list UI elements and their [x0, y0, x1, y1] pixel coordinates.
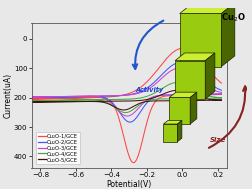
Cu₂O-4/GCE: [220, 97, 223, 99]
Cu₂O-1/GCE: [55, 97, 58, 100]
Cu₂O-4/GCE: [91, 99, 94, 101]
Cu₂O-2/GCE: [48, 96, 51, 98]
Cu₂O-5/GCE: [220, 99, 223, 101]
Cu₂O-1/GCE: [132, 162, 135, 164]
Cu₂O-3/GCE: [126, 115, 129, 117]
Cu₂O-2/GCE: [40, 96, 43, 99]
Cu₂O-2/GCE: [179, 61, 182, 64]
Cu₂O-4/GCE: [48, 99, 51, 101]
Cu₂O-5/GCE: [40, 101, 43, 103]
Cu₂O-3/GCE: [220, 93, 223, 95]
Line: Cu₂O-1/GCE: Cu₂O-1/GCE: [32, 48, 222, 163]
Cu₂O-3/GCE: [177, 67, 180, 69]
Cu₂O-3/GCE: [91, 95, 94, 97]
Polygon shape: [169, 98, 190, 124]
FancyArrowPatch shape: [209, 86, 247, 148]
Cu₂O-2/GCE: [170, 94, 173, 96]
Cu₂O-4/GCE: [156, 98, 159, 100]
Line: Cu₂O-5/GCE: Cu₂O-5/GCE: [32, 90, 222, 110]
Cu₂O-2/GCE: [55, 96, 58, 98]
Line: Cu₂O-2/GCE: Cu₂O-2/GCE: [32, 62, 222, 122]
Polygon shape: [175, 53, 215, 61]
Cu₂O-1/GCE: [181, 47, 184, 50]
Cu₂O-1/GCE: [156, 98, 159, 101]
Cu₂O-5/GCE: [48, 101, 51, 103]
Cu₂O-5/GCE: [176, 89, 179, 91]
Cu₂O-5/GCE: [91, 100, 94, 103]
Cu₂O-5/GCE: [170, 100, 173, 102]
Cu₂O-1/GCE: [170, 94, 173, 97]
Cu₂O-5/GCE: [55, 101, 58, 103]
Cu₂O-5/GCE: [220, 99, 223, 101]
Y-axis label: Current(uA): Current(uA): [4, 73, 12, 118]
Cu₂O-2/GCE: [128, 121, 131, 123]
Cu₂O-2/GCE: [156, 95, 159, 97]
Cu₂O-1/GCE: [91, 96, 94, 99]
Polygon shape: [180, 13, 222, 67]
Polygon shape: [175, 61, 205, 99]
Cu₂O-2/GCE: [91, 95, 94, 98]
FancyArrowPatch shape: [133, 21, 163, 69]
Cu₂O-4/GCE: [40, 99, 43, 102]
Polygon shape: [205, 53, 215, 99]
Cu₂O-1/GCE: [220, 93, 223, 95]
Cu₂O-4/GCE: [220, 97, 223, 99]
Polygon shape: [169, 92, 197, 98]
Cu₂O-4/GCE: [170, 98, 173, 100]
Cu₂O-4/GCE: [176, 81, 179, 84]
Legend: Cu₂O-1/GCE, Cu₂O-2/GCE, Cu₂O-3/GCE, Cu₂O-4/GCE, Cu₂O-5/GCE: Cu₂O-1/GCE, Cu₂O-2/GCE, Cu₂O-3/GCE, Cu₂O…: [36, 132, 80, 164]
Cu₂O-3/GCE: [220, 91, 223, 94]
Polygon shape: [164, 124, 177, 142]
Cu₂O-5/GCE: [156, 100, 159, 102]
Polygon shape: [177, 120, 182, 142]
Line: Cu₂O-3/GCE: Cu₂O-3/GCE: [32, 68, 222, 116]
Polygon shape: [222, 3, 235, 67]
Text: Activity: Activity: [136, 87, 164, 93]
Cu₂O-3/GCE: [48, 96, 51, 98]
Cu₂O-3/GCE: [40, 96, 43, 98]
Line: Cu₂O-4/GCE: Cu₂O-4/GCE: [32, 82, 222, 113]
Polygon shape: [190, 92, 197, 124]
Cu₂O-5/GCE: [122, 109, 125, 111]
Cu₂O-1/GCE: [48, 98, 51, 100]
Cu₂O-2/GCE: [220, 93, 223, 95]
Cu₂O-2/GCE: [220, 89, 223, 91]
Polygon shape: [180, 3, 235, 13]
Cu₂O-3/GCE: [156, 94, 159, 97]
Cu₂O-3/GCE: [170, 94, 173, 96]
X-axis label: Potential(V): Potential(V): [107, 180, 152, 189]
Cu₂O-3/GCE: [55, 95, 58, 98]
Cu₂O-4/GCE: [124, 112, 127, 114]
Polygon shape: [164, 120, 182, 124]
Cu₂O-4/GCE: [55, 99, 58, 101]
Cu₂O-1/GCE: [220, 82, 223, 84]
Text: Cu$_2$O: Cu$_2$O: [221, 12, 245, 25]
Text: Size: Size: [210, 137, 226, 143]
Cu₂O-1/GCE: [40, 98, 43, 100]
